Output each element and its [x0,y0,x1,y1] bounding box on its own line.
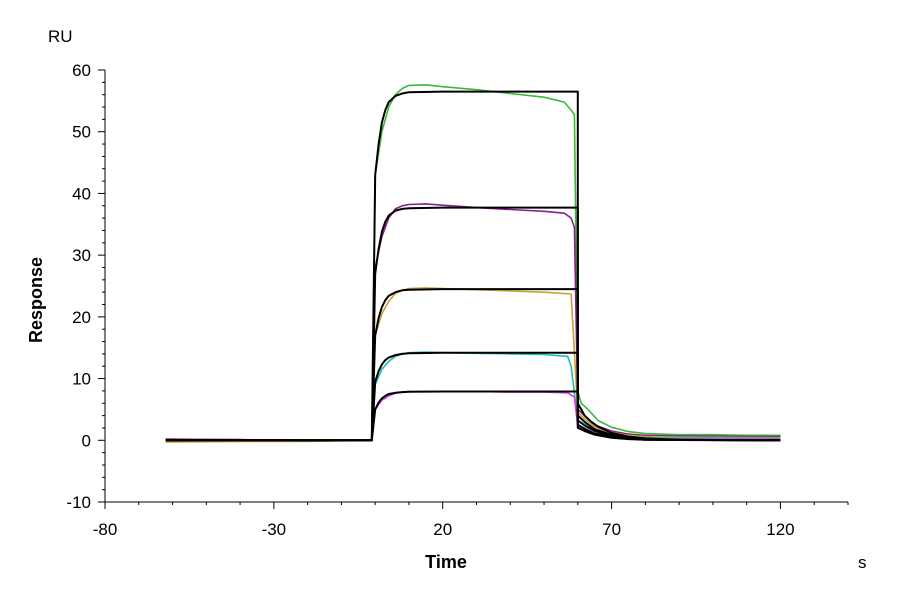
response-curve [165,351,781,442]
x-unit-label: s [858,553,867,572]
y-unit-label: RU [48,27,73,46]
y-tick-label: 40 [72,184,91,203]
y-tick-label: -10 [66,493,91,512]
series-group [165,84,781,443]
response-curve [165,203,781,442]
y-tick-label: 10 [72,370,91,389]
x-tick-label: -30 [262,520,287,539]
y-axis-title: Response [26,257,46,343]
y-tick-label: 60 [72,61,91,80]
x-tick-label: 20 [433,520,452,539]
response-curve [165,84,781,442]
y-tick-label: 30 [72,246,91,265]
fit-curve [165,90,781,442]
fit-curve [165,288,781,442]
x-axis-title: Time [425,552,467,572]
ticks: -10 0 10 20 30 40 50 60 -80 -30 20 70 120 [66,61,849,539]
x-tick-label: 70 [602,520,621,539]
response-curve [165,390,781,442]
fit-curve [165,351,781,442]
fit-curve [165,390,781,442]
x-tick-label: -80 [93,520,118,539]
x-tick-label: 120 [766,520,794,539]
y-tick-label: 0 [82,431,91,450]
y-tick-label: 20 [72,308,91,327]
fit-curve [165,206,781,442]
y-tick-label: 50 [72,123,91,142]
response-curve [165,287,781,443]
